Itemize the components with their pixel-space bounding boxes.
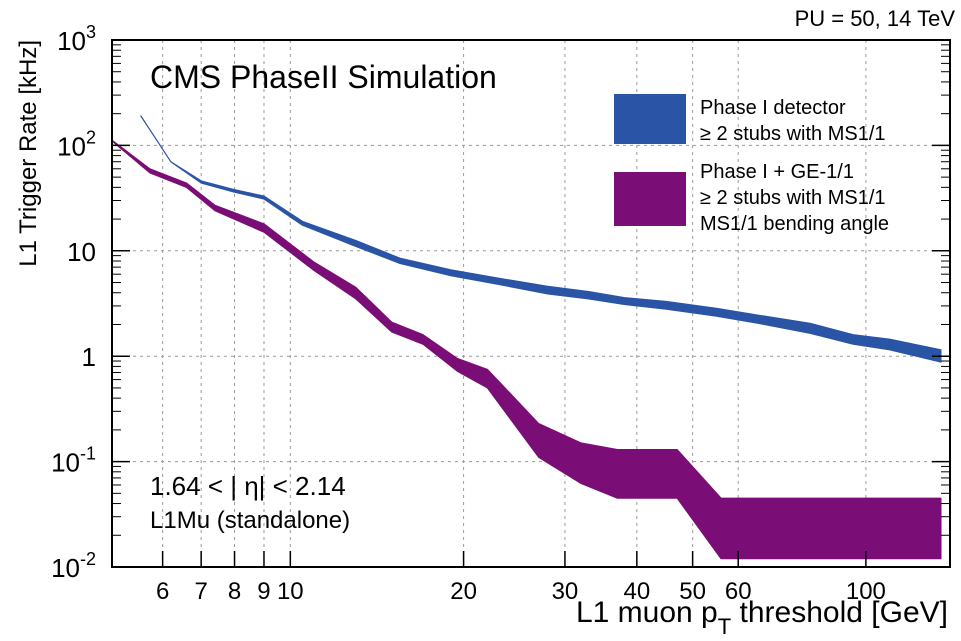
x-tick-label: 60 bbox=[725, 578, 752, 605]
y-tick-label: 1 bbox=[82, 342, 96, 372]
y-tick-label: 10 bbox=[67, 237, 96, 267]
x-tick-label: 50 bbox=[679, 578, 706, 605]
x-tick-label: 20 bbox=[450, 578, 477, 605]
legend-label-phase1-line2: ≥ 2 stubs with MS1/1 bbox=[700, 123, 886, 145]
annotation-eta-range: 1.64 < | η| < 2.14 bbox=[150, 471, 346, 501]
x-axis-label-main: L1 muon p bbox=[576, 596, 718, 629]
legend-swatch-phase1 bbox=[614, 94, 686, 144]
x-tick-label: 40 bbox=[623, 578, 650, 605]
x-tick-label: 9 bbox=[257, 578, 270, 605]
y-tick-label: 10-1 bbox=[51, 444, 96, 478]
x-tick-label: 10 bbox=[277, 578, 304, 605]
x-tick-label: 30 bbox=[552, 578, 579, 605]
y-tick-label: 103 bbox=[57, 22, 96, 56]
x-tick-label: 7 bbox=[194, 578, 207, 605]
legend-label-ge11-line1: Phase I + GE-1/1 bbox=[700, 161, 854, 183]
legend: Phase I detector ≥ 2 stubs with MS1/1 Ph… bbox=[614, 94, 889, 235]
y-tick-label: 10-2 bbox=[51, 549, 96, 583]
legend-label-ge11-line2: ≥ 2 stubs with MS1/1 bbox=[700, 187, 886, 209]
header-right-label: PU = 50, 14 TeV bbox=[795, 6, 956, 31]
x-axis-label: L1 muon pT threshold [GeV] bbox=[576, 596, 948, 639]
series-band-0 bbox=[140, 115, 942, 363]
legend-label-phase1-line1: Phase I detector bbox=[700, 97, 846, 119]
legend-label-ge11-line3: MS1/1 bending angle bbox=[700, 213, 889, 235]
legend-swatch-ge11 bbox=[614, 172, 686, 226]
x-axis-label-subscript: T bbox=[718, 614, 731, 639]
y-axis-label: L1 Trigger Rate [kHz] bbox=[15, 40, 42, 267]
x-tick-label: 6 bbox=[156, 578, 169, 605]
x-tick-label: 8 bbox=[228, 578, 241, 605]
x-tick-label: 100 bbox=[846, 578, 886, 605]
chart-title: CMS PhaseII Simulation bbox=[150, 59, 497, 95]
ticks: 6 7 8 9 10 20 30 40 50 60 100 10-2 10-1 1 10 102 103 bbox=[51, 22, 950, 605]
series-band-1 bbox=[111, 139, 942, 560]
plot-frame bbox=[111, 39, 951, 568]
annotation-trigger: L1Mu (standalone) bbox=[150, 507, 350, 534]
x-axis-label-rest: threshold [GeV] bbox=[731, 596, 948, 629]
y-tick-label: 102 bbox=[57, 127, 96, 161]
